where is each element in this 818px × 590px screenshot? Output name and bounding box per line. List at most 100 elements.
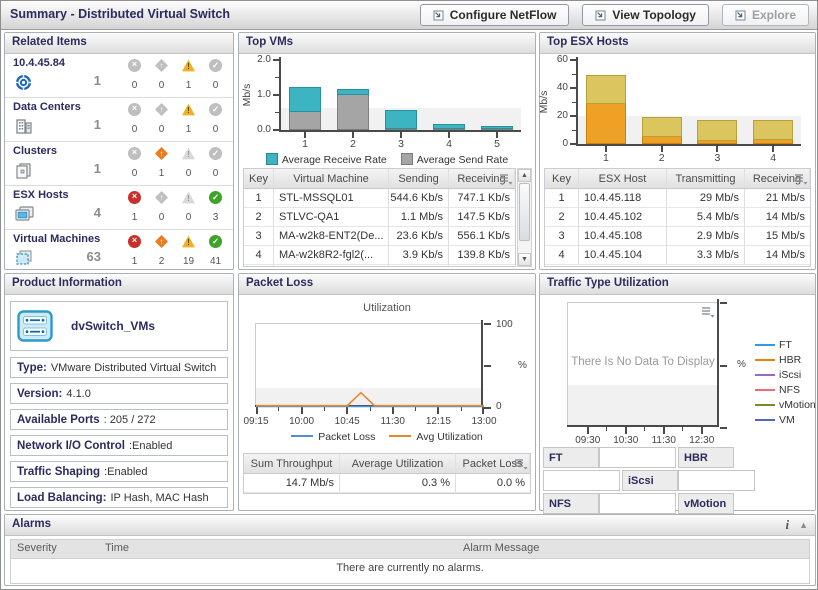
column-header-average-utilization[interactable]: Average Utilization	[340, 454, 456, 473]
legend-line	[755, 404, 775, 406]
severity-column: ↑ 0	[148, 103, 175, 135]
data-table: Key ESX Host Transmitting Receiving 1 10.4.45…	[544, 168, 811, 267]
collapse-icon[interactable]: ▲	[799, 520, 808, 530]
related-item-label: Clusters	[13, 145, 58, 157]
column-header-time[interactable]: Time	[105, 542, 130, 554]
column-header-esx-host[interactable]: ESX Host	[579, 169, 667, 188]
severity-summary: × 0 ↑ 0! 1 ✓ 0	[121, 59, 229, 91]
legend-label: Average Receive Rate	[281, 154, 387, 166]
view-topology-button[interactable]: View Topology	[582, 4, 709, 26]
field-value: : 205 / 272	[103, 413, 156, 426]
table-body: 14.7 Mb/s 0.3 % 0.0 %	[244, 474, 530, 493]
related-item-clusters[interactable]: Clusters 1 × 0 ↑ 1! 0 ✓ 0	[5, 142, 233, 186]
column-header-sending[interactable]: Sending	[389, 169, 449, 188]
critical-icon: ↑	[155, 147, 168, 160]
column-header-receiving[interactable]: Receiving	[745, 169, 810, 188]
panel-header: Related Items	[5, 33, 233, 54]
table-row[interactable]: 4 10.4.45.104 3.3 Mb/s 14 Mb/s	[545, 246, 810, 265]
table-row[interactable]: 1 10.4.45.118 29 Mb/s 21 Mb/s	[545, 189, 810, 208]
legend-line	[291, 435, 314, 437]
severity-column: × 1	[121, 235, 148, 267]
x-tick-label: 12:30	[689, 435, 715, 446]
field-label: Version:	[17, 387, 63, 400]
related-item-count: 1	[93, 161, 101, 176]
legend-line	[755, 389, 775, 391]
chart-plot-area: 0.0 1.0 2.0 1 2 3 4 5	[257, 54, 521, 150]
severity-summary: × 0 ↑ 1! 0 ✓ 0	[121, 147, 229, 179]
related-item-count: 1	[93, 73, 101, 88]
table-row[interactable]: 2 10.4.45.102 5.4 Mb/s 14 Mb/s	[545, 208, 810, 227]
legend-item-hbr: HBR	[755, 354, 801, 366]
configure-netflow-button[interactable]: Configure NetFlow	[419, 4, 570, 26]
severity-column: ↑ 0	[148, 59, 175, 91]
table-options-icon[interactable]	[794, 172, 808, 190]
severity-column: ↑ 2	[148, 235, 175, 267]
column-header-receiving[interactable]: Receiving	[449, 169, 515, 188]
scroll-thumb[interactable]	[519, 183, 530, 241]
related-item-esx-hosts[interactable]: ESX Hosts 4 × 1 ↑ 0! 0 ✓ 3	[5, 186, 233, 230]
data-table: Sum Throughput Average Utilization Packet …	[243, 453, 531, 494]
datacenter-icon	[15, 118, 33, 140]
column-header-packet-loss[interactable]: Packet Loss	[456, 454, 530, 473]
table-cell: 21 Mb/s	[765, 192, 805, 204]
related-item-10-4-45-84[interactable]: 10.4.45.84 1 × 0 ↑ 0! 1 ✓ 0	[5, 54, 233, 98]
x-tick-label: 13:00	[471, 416, 497, 427]
table-cell: STLVC-QA1	[274, 208, 389, 226]
table-cell: 139.8 Kb/s	[457, 249, 510, 261]
table-row[interactable]: 14.7 Mb/s 0.3 % 0.0 %	[244, 474, 530, 493]
table-options-icon[interactable]	[499, 172, 513, 190]
legend-item-ft: FT	[755, 339, 792, 351]
table-cell: 3.9 Kb/s	[389, 246, 449, 264]
column-header-virtual-machine[interactable]: Virtual Machine	[274, 169, 389, 188]
critical-icon: ↑	[155, 235, 168, 248]
scroll-down-button[interactable]: ▼	[518, 253, 531, 266]
y-tick	[273, 59, 279, 61]
related-item-data-centers[interactable]: Data Centers 1 × 0 ↑ 0! 1 ✓ 0	[5, 98, 233, 142]
table-header-row: Key Virtual Machine Sending Receiving	[244, 169, 515, 189]
field-label: Available Ports	[17, 413, 100, 426]
x-tick-label: 11:30	[651, 435, 676, 446]
header-actions: Configure NetFlow View Topology Explore	[419, 4, 809, 26]
table-row[interactable]: 4 MA-w2k8R2-fgl2(... 3.9 Kb/s 139.8 Kb/s	[244, 246, 515, 265]
table-row[interactable]: 3 MA-w2k8-ENT2(De... 23.6 Kb/s 556.1 Kb/s	[244, 227, 515, 246]
product-identity: dvSwitch_VMs	[10, 301, 228, 351]
table-options-icon	[702, 307, 715, 318]
table-options-icon	[795, 174, 808, 185]
bar-segment	[337, 89, 369, 95]
table-cell: 1.1 Mb/s	[389, 208, 449, 226]
explore-button[interactable]: Explore	[721, 4, 809, 26]
legend-item: Average Send Rate	[400, 153, 509, 166]
table-row[interactable]: 3 10.4.45.108 2.9 Mb/s 15 Mb/s	[545, 227, 810, 246]
column-header-key[interactable]: Key	[545, 169, 579, 188]
normal-icon: ✓	[209, 147, 222, 160]
vcenter-icon	[15, 74, 32, 96]
table-options-icon[interactable]	[514, 457, 528, 475]
scroll-up-button[interactable]: ▲	[518, 169, 531, 182]
table-cell: STL-MSSQL01	[274, 189, 389, 207]
legend-label: Average Send Rate	[416, 154, 509, 166]
panel-title: Packet Loss	[246, 277, 314, 289]
chart-options-icon[interactable]	[701, 305, 715, 323]
y-tick	[720, 302, 727, 304]
severity-count: 0	[131, 80, 138, 91]
column-header-sum-throughput[interactable]: Sum Throughput	[244, 454, 340, 473]
column-header-severity[interactable]: Severity	[17, 542, 57, 554]
x-tick-label: 5	[494, 138, 500, 150]
panel-header: Top VMs	[239, 33, 535, 54]
x-tick	[304, 132, 306, 138]
legend-label: HBR	[779, 354, 802, 366]
table-row[interactable]: 1 STL-MSSQL01 544.6 Kb/s 747.1 Kb/s	[244, 189, 515, 208]
x-tick-label: 10:45	[334, 416, 360, 427]
y-tick-label: 0.0	[257, 124, 271, 135]
related-item-virtual-machines[interactable]: Virtual Machines 63 × 1 ↑ 2! 19 ✓ 41	[5, 230, 233, 273]
table-cell: MA-w2k8R2-fgl2(...	[274, 246, 389, 264]
info-icon[interactable]: i	[785, 517, 790, 532]
table-row[interactable]: 2 STLVC-QA1 1.1 Mb/s 147.5 Kb/s	[244, 208, 515, 227]
column-header-alarm-message[interactable]: Alarm Message	[463, 542, 540, 554]
scrollbar[interactable]: ▲ ▼	[517, 168, 532, 267]
column-header-transmitting[interactable]: Transmitting	[667, 169, 745, 188]
table-row[interactable]: 5MA-w2k8R2-fgl3(...2.7 Kb/s85.7 Kb/s	[244, 265, 515, 266]
button-label: Explore	[751, 8, 796, 22]
column-header-key[interactable]: Key	[244, 169, 274, 188]
